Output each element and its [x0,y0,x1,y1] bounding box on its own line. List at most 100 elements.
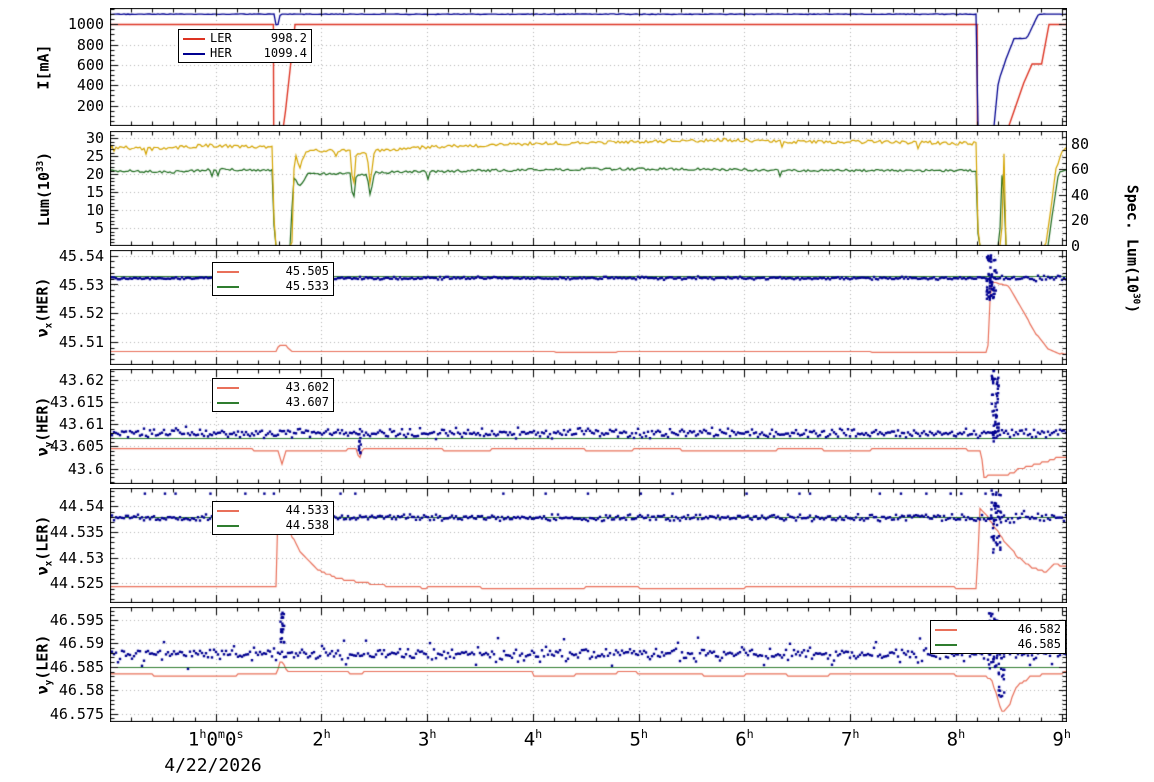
legend-row: 45.533 [217,279,329,294]
legend-nuy-ler: 46.582 46.585 [930,620,1066,654]
y-tick-label: 43.6 [67,459,104,478]
y-tick-labels-nuy-ler: 46.575 46.58 46.585 46.59 46.595 [0,607,104,722]
y-tick-label: 45.52 [58,304,104,323]
legend-nux-her: 45.505 45.533 [212,262,334,296]
legend-value: 1099.4 [263,46,307,60]
x-tick-label: 1h0m0s [187,727,244,751]
plot-canvas-beam-current [110,8,1067,126]
legend-line-sample [183,52,205,55]
y-tick-label: 46.585 [49,657,104,676]
legend-row: 46.582 [935,622,1061,637]
legend-row: HER 1099.4 [183,46,307,61]
plot-canvas-nuy-ler [110,607,1067,722]
legend-row: 44.533 [217,503,329,518]
y-tick-label: 43.61 [58,415,104,434]
y-tick-labels-nuy-her: 43.6 43.605 43.61 43.615 43.62 [0,369,104,484]
y2-tick-label: 0 [1071,237,1081,255]
y-tick-label: 45.53 [58,275,104,294]
panel-nuy-her: νy(HER) 43.6 43.605 43.61 43.615 43.62 43.60… [0,369,1154,484]
x-axis-labels: 1h0m0s 2h 3h 4h 5h 6h 7h 8h 9h [0,727,1154,755]
y-tick-label: 46.595 [49,611,104,630]
x-tick-label: 5h [629,727,648,751]
legend-line-sample [217,401,239,404]
y-tick-label: 44.525 [49,574,104,593]
y-tick-label: 5 [94,219,104,238]
legend-line-sample [217,524,239,527]
y-tick-labels-luminosity: 5 10 15 20 25 30 [0,129,104,246]
x-tick-label: 3h [417,727,437,751]
right-axis-title-spec-lum: Spec. Lum(1030) [1123,184,1142,314]
x-tick-label: 8h [946,727,966,751]
plot-canvas-luminosity [110,131,1067,246]
y-tick-label: 10 [85,201,104,220]
y2-tick-label: 20 [1071,211,1090,230]
legend-value: 44.533 [285,503,329,517]
legend-value: 45.505 [285,264,329,278]
panel-nux-her: νx(HER) 45.51 45.52 45.53 45.54 45.505 45.53… [0,246,1154,365]
x-tick-label: 6h [735,727,754,751]
y-tick-label: 45.51 [58,333,104,351]
y2-tick-label: 60 [1071,160,1090,179]
legend-row: 44.538 [217,518,329,533]
y-tick-label: 46.575 [49,704,104,723]
y-tick-label: 800 [76,35,104,54]
y-tick-label: 45.54 [58,246,104,265]
x-tick-label: 9h [1052,727,1071,751]
panel-nux-ler: νx(LER) 44.525 44.53 44.535 44.54 44.533 44.… [0,488,1154,603]
y-tick-label: 1000 [67,15,104,34]
legend-value: 46.582 [1017,622,1061,636]
y-tick-label: 400 [76,76,104,95]
y-tick-label: 44.54 [58,497,104,516]
legend-row: 43.602 [217,380,329,395]
legend-label: HER [210,46,232,60]
legend-line-sample [217,386,239,389]
legend-line-sample [217,270,239,273]
legend-value: 43.602 [285,380,329,394]
legend-line-sample [935,628,957,631]
legend-row: 46.585 [935,637,1061,652]
x-tick-label: 2h [312,727,331,751]
legend-value: 998.2 [270,31,307,45]
x-tick-label: 4h [523,727,543,751]
legend-value: 43.607 [285,395,329,409]
y-tick-labels-current: 200 400 600 800 1000 [0,8,104,126]
y-tick-label: 200 [76,96,104,115]
legend-value: 46.585 [1017,637,1061,651]
y-tick-label: 43.62 [58,371,104,390]
x-tick-label: 7h [840,727,860,751]
y-tick-label: 46.58 [58,681,104,700]
y-tick-label: 20 [85,165,104,184]
legend-value: 45.533 [285,279,329,293]
legend-line-sample [217,509,239,512]
y2-tick-label: 80 [1071,134,1090,153]
y-tick-labels-nux-ler: 44.525 44.53 44.535 44.54 [0,488,104,603]
panel-beam-current: I[mA] 200 400 600 800 1000 LER 998.2 HER 1099.4 [0,8,1154,126]
legend-row: 45.505 [217,264,329,279]
y-tick-labels-nux-her: 45.51 45.52 45.53 45.54 [0,246,104,365]
legend-value: 44.538 [285,518,329,532]
legend-row: 43.607 [217,395,329,410]
legend-beam-current: LER 998.2 HER 1099.4 [178,29,312,63]
legend-nuy-her: 43.602 43.607 [212,378,334,412]
y-tick-label: 46.59 [58,634,104,653]
y-tick-label: 43.615 [49,393,104,412]
legend-nux-ler: 44.533 44.538 [212,501,334,535]
legend-line-sample [217,285,239,288]
legend-row: LER 998.2 [183,31,307,46]
y2-tick-label: 40 [1071,185,1090,204]
legend-line-sample [935,643,957,646]
y2-tick-labels-spec-lum: 0 20 40 60 80 [1071,131,1131,254]
y-tick-label: 44.53 [58,548,104,567]
y-tick-label: 25 [85,147,104,166]
legend-label: LER [210,31,232,45]
legend-line-sample [183,37,205,40]
right-axis-title-wrap: Spec. Lum(1030) [1112,126,1152,372]
y-tick-label: 44.535 [49,523,104,542]
y-tick-label: 15 [85,183,104,202]
y-tick-label: 600 [76,55,104,74]
y-tick-label: 30 [85,129,104,148]
y-tick-label: 43.605 [49,437,104,456]
panel-luminosity: Lum(1033) 5 10 15 20 25 30 0 20 40 60 80 [0,129,1154,254]
x-axis-date: 4/22/2026 [164,755,262,776]
